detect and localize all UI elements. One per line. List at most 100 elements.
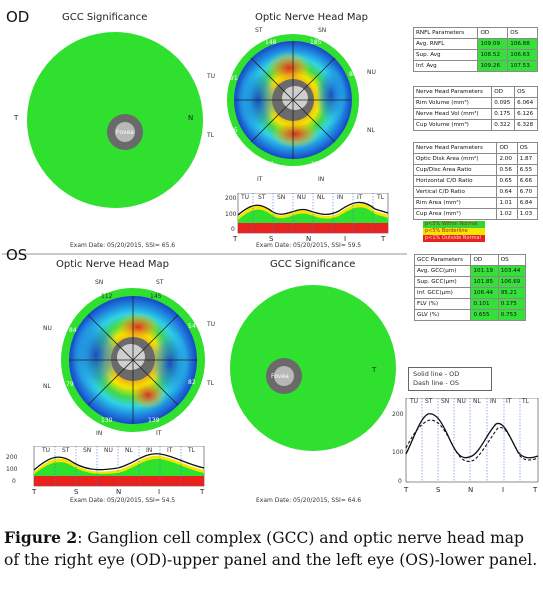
nh1-row-od: 0.095 <box>491 97 516 109</box>
nh2-header-od: OD <box>496 142 518 154</box>
compare-x-t1: T <box>404 486 409 494</box>
os-onh-label-it: IT <box>156 430 162 437</box>
os-onh-label-st: ST <box>156 279 164 286</box>
od-onh-label-nl: NL <box>367 127 375 134</box>
os-graph-x-i: I <box>158 488 161 496</box>
os-onh-label-tu: TU <box>207 321 216 328</box>
nh1-row-os: 6.126 <box>514 108 538 120</box>
os-graph-sector-nu: NU <box>104 447 113 454</box>
gcc-row-label: FLV (%) <box>413 298 472 310</box>
nh2-row-od: 1.02 <box>496 208 518 220</box>
od-fovea-center <box>115 122 135 142</box>
os-onh-value-left-upper: 84 <box>69 327 77 334</box>
od-onh-label-tl: TL <box>207 132 215 139</box>
nh2-row-od: 0.56 <box>496 164 518 176</box>
compare-sector-st: ST <box>425 398 433 405</box>
rnfl-row-label: Inf. Avg <box>412 60 479 72</box>
compare-ytick-200: 200 <box>392 411 404 418</box>
os-graph-sector-tl: TL <box>188 447 196 454</box>
od-onh-sector-lines <box>235 41 351 159</box>
od-side-right: N <box>188 114 194 122</box>
os-graph-sector-nl: NL <box>125 447 133 454</box>
od-graph-sector-sn: SN <box>277 194 286 201</box>
gcc-row-od: 0.101 <box>470 298 499 310</box>
od-onh-label-nu: NU <box>367 69 376 76</box>
nh2-row-os: 6.84 <box>516 197 539 209</box>
nh2-row-label: Cup/Disc Area Ratio <box>412 164 498 176</box>
nh2-row-label: Rim Area (mm²) <box>412 197 498 209</box>
os-graph-ytick-100: 100 <box>6 466 18 473</box>
gcc-row-os: 95.21 <box>497 287 527 299</box>
nh2-row-od: 2.00 <box>496 153 518 165</box>
gcc-row-label: Inf. GCC(µm) <box>413 287 472 299</box>
od-graph-ytick-100: 100 <box>225 211 237 218</box>
od-onh-title: Optic Nerve Head Map <box>255 12 369 23</box>
rnfl-row-od: 108.52 <box>477 49 509 61</box>
compare-sector-in: IN <box>490 398 497 405</box>
os-exam-line-right: Exam Date: 05/20/2015, SSI= 64.6 <box>256 497 362 504</box>
rnfl-row-label: Avg. RNFL <box>412 38 479 50</box>
gcc-row-label: Avg. GCC(µm) <box>413 265 472 277</box>
nh2-row-label: Cup Area (mm²) <box>412 208 498 220</box>
compare-x-t2: T <box>533 486 538 494</box>
os-fovea-center <box>274 366 294 386</box>
rnfl-header-od: OD <box>477 27 509 39</box>
od-onh-label-st: ST <box>255 27 263 34</box>
compare-sector-tl: TL <box>522 398 530 405</box>
gcc-row-label: GLV (%) <box>413 309 472 321</box>
nh1-row-os: 6.064 <box>514 97 538 109</box>
compare-sector-sn: SN <box>441 398 450 405</box>
gcc-row-od: 0.655 <box>470 309 499 321</box>
nh1-row-os: 6.328 <box>514 119 538 131</box>
gcc-header-os: OS <box>497 254 527 266</box>
od-onh-value-top-right: 185 <box>310 39 322 46</box>
os-onh-blue-temporal <box>150 329 190 397</box>
od-graph-x-n: N <box>306 235 312 243</box>
compare-x-s: S <box>436 486 441 494</box>
os-onh-label-sn: SN <box>95 279 104 286</box>
nh1-row-od: 0.175 <box>491 108 516 120</box>
rnfl-row-os: 106.63 <box>507 49 538 61</box>
od-onh-red-superior <box>267 52 311 84</box>
os-onh-value-bottom-left: 130 <box>101 417 113 424</box>
od-onh-value-bottom-left: 131 <box>263 161 275 168</box>
gcc-header-param: GCC Parameters <box>413 254 472 266</box>
compare-sector-nu: NU <box>457 398 466 405</box>
od-onh-red-inferior <box>271 120 319 148</box>
nh2-row-od: 0.64 <box>496 186 518 198</box>
os-onh-label-tl: TL <box>207 380 215 387</box>
os-graph-sector-it: IT <box>167 447 173 454</box>
nh2-row-od: 1.01 <box>496 197 518 209</box>
rnfl-table: RNFL Parameters OD OS Avg. RNFL 109.09 106.8… <box>412 27 538 72</box>
od-graph-sector-st: ST <box>258 194 266 201</box>
gcc-row-label: Sup. GCC(µm) <box>413 276 472 288</box>
legend-outside-normal: p<1% Outside Normal <box>423 235 485 242</box>
nh1-row-label: Rim Volume (mm³) <box>412 97 493 109</box>
nh2-header-param: Nerve Head Parameters <box>412 142 498 154</box>
od-onh-value-top-left: 148 <box>265 39 277 46</box>
legend-borderline: p<5% Borderline <box>423 228 485 235</box>
nh1-header-od: OD <box>491 86 516 98</box>
compare-x-i: I <box>502 486 505 494</box>
os-gcc-disc <box>230 285 396 451</box>
rnfl-header-param: RNFL Parameters <box>412 27 479 39</box>
rnfl-row-os: 106.88 <box>507 38 538 50</box>
gcc-row-os: 0.753 <box>497 309 527 321</box>
od-eye-label: OD <box>6 8 30 26</box>
rnfl-row-os: 107.53 <box>507 60 538 72</box>
nh2-header-os: OS <box>516 142 539 154</box>
od-graph-x-i: I <box>344 235 347 243</box>
od-graph-sector-nu: NU <box>297 194 306 201</box>
nh2-row-od: 0.65 <box>496 175 518 187</box>
od-graph-sector-it: IT <box>357 194 363 201</box>
figure-caption: Figure 2: Ganglion cell complex (GCC) an… <box>4 527 540 571</box>
od-onh-label-sn: SN <box>318 27 327 34</box>
nh1-header-os: OS <box>514 86 538 98</box>
os-fovea-label: Fovea <box>271 373 289 380</box>
os-onh-value-right-upper: 54 <box>188 323 196 330</box>
od-onh-value-left-upper: 91 <box>230 75 238 82</box>
rnfl-row-od: 109.09 <box>477 38 509 50</box>
od-graph-x-t1: T <box>233 235 238 243</box>
os-onh-red-superior <box>116 313 160 341</box>
nh2-row-label: Optic Disk Area (mm²) <box>412 153 498 165</box>
